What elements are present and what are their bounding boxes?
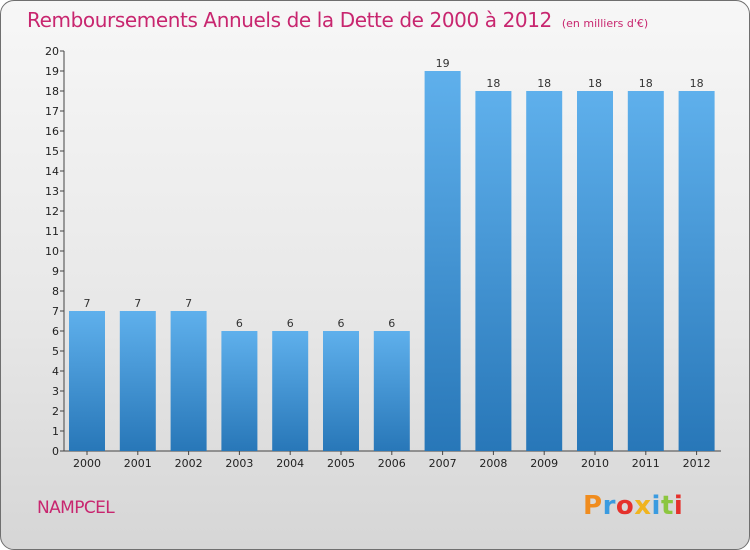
- y-tick-label: 15: [45, 145, 59, 158]
- bar-2000: [69, 311, 105, 451]
- bar-2011: [627, 91, 664, 451]
- y-tick-label: 16: [45, 125, 59, 138]
- x-tick-label: 2006: [378, 457, 406, 470]
- y-tick-label: 7: [52, 305, 59, 318]
- y-tick-label: 3: [52, 385, 59, 398]
- y-tick-label: 10: [45, 245, 59, 258]
- y-tick-label: 12: [45, 205, 59, 218]
- x-tick-label: 2010: [581, 457, 609, 470]
- y-tick-label: 1: [52, 425, 59, 438]
- bar-2012: [678, 91, 715, 451]
- bar-2007: [424, 71, 461, 451]
- logo-letter: r: [602, 491, 616, 521]
- y-tick-label: 11: [45, 225, 59, 238]
- bar-2003: [221, 331, 258, 451]
- x-tick-label: 2007: [429, 457, 457, 470]
- y-tick-label: 6: [52, 325, 59, 338]
- bar-value-label: 18: [690, 77, 704, 90]
- y-tick-label: 2: [52, 405, 59, 418]
- y-tick-label: 20: [45, 45, 59, 58]
- bar-value-label: 6: [287, 317, 294, 330]
- y-tick-label: 17: [45, 105, 59, 118]
- bar-value-label: 19: [436, 57, 450, 70]
- bar-2009: [526, 91, 563, 451]
- logo-letter: t: [660, 491, 674, 521]
- bar-value-label: 18: [588, 77, 602, 90]
- x-tick-label: 2004: [276, 457, 304, 470]
- bar-2001: [119, 311, 156, 451]
- x-tick-label: 2009: [530, 457, 558, 470]
- y-tick-label: 19: [45, 65, 59, 78]
- y-tick-label: 14: [45, 165, 59, 178]
- bar-value-label: 6: [236, 317, 243, 330]
- bar-2005: [323, 331, 359, 451]
- y-tick-label: 5: [52, 345, 59, 358]
- bar-value-label: 18: [537, 77, 551, 90]
- bar-value-label: 18: [486, 77, 500, 90]
- x-tick-label: 2011: [632, 457, 660, 470]
- bar-2010: [577, 91, 613, 451]
- bar-series: 7 7 7 6 6 6 6 19 18 18 18 18 18: [69, 57, 715, 451]
- logo-letter: x: [634, 491, 652, 521]
- bar-value-label: 7: [84, 297, 91, 310]
- commune-name: NAMPCEL: [37, 498, 115, 518]
- y-tick-label: 9: [52, 265, 59, 278]
- bar-value-label: 7: [134, 297, 141, 310]
- y-tick-label: 8: [52, 285, 59, 298]
- y-tick-label: 0: [52, 445, 59, 458]
- x-tick-label: 2008: [479, 457, 507, 470]
- bar-2008: [475, 91, 512, 451]
- y-tick-label: 18: [45, 85, 59, 98]
- x-tick-label: 2002: [175, 457, 203, 470]
- x-tick-label: 2012: [683, 457, 711, 470]
- x-tick-label: 2000: [73, 457, 101, 470]
- chart-title-main: Remboursements Annuels de la Dette de 20…: [27, 8, 552, 32]
- bar-value-label: 18: [639, 77, 653, 90]
- y-tick-label: 4: [52, 365, 59, 378]
- chart-title: Remboursements Annuels de la Dette de 20…: [27, 8, 648, 32]
- x-tick-label: 2005: [327, 457, 355, 470]
- chart-title-unit: (en milliers d'€): [561, 17, 649, 30]
- logo-letter: i: [673, 491, 684, 521]
- bar-value-label: 6: [338, 317, 345, 330]
- logo-letter: P: [583, 491, 603, 521]
- proxiti-logo: Proxiti: [583, 491, 683, 521]
- logo-letter: i: [651, 491, 661, 521]
- y-tick-label: 13: [45, 185, 59, 198]
- x-tick-label: 2001: [124, 457, 152, 470]
- x-tick-label: 2003: [225, 457, 253, 470]
- x-axis: 2000 2001 2002 2003 2004 2005 2006 2007 2008 2009…: [64, 450, 721, 470]
- logo-letter: o: [615, 491, 635, 521]
- bar-2006: [373, 331, 410, 451]
- bar-value-label: 7: [185, 297, 192, 310]
- bar-value-label: 6: [388, 317, 395, 330]
- bar-2004: [272, 331, 309, 451]
- bar-2002: [170, 311, 207, 451]
